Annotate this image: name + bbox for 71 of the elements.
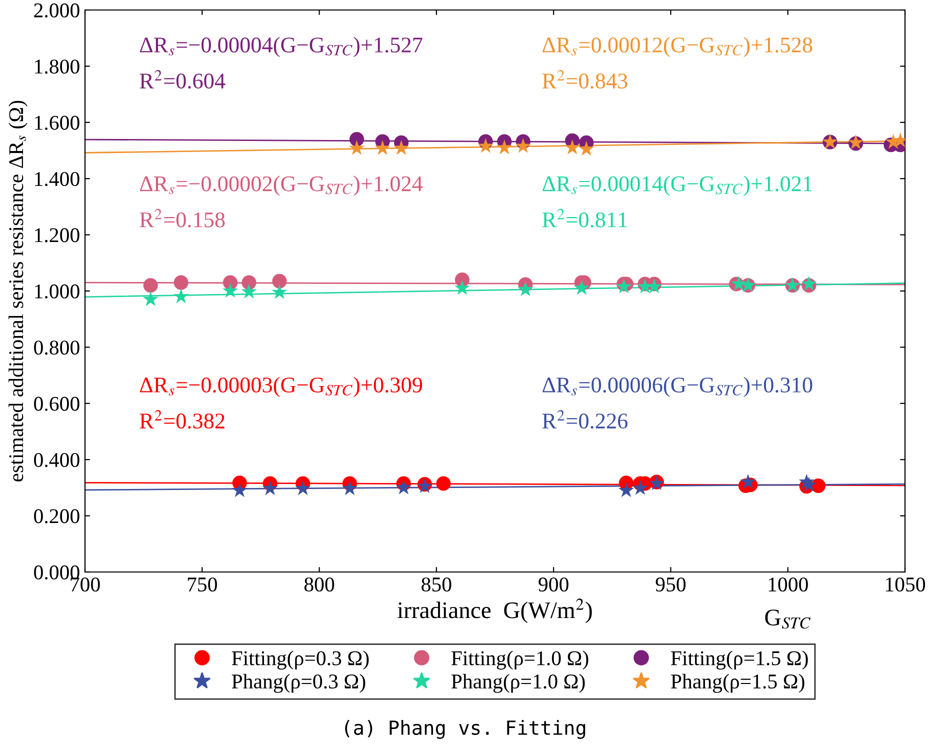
point: [578, 140, 594, 156]
point: [564, 139, 580, 154]
legend-label: Phang(ρ=0.3 Ω): [232, 674, 366, 693]
point: [396, 479, 412, 494]
point: [518, 281, 534, 296]
point: [454, 280, 470, 295]
annotation: ΔR$_{s}$=0.00012(G−G$_{STC}$)+1.528: [542, 36, 812, 58]
point: [342, 480, 358, 496]
annotation: R$^{2}$=0.604: [140, 70, 226, 89]
text: G$_{STC}$: [765, 610, 811, 629]
y-tick-label: 1.800: [35, 60, 80, 74]
point: [393, 140, 410, 155]
annotation: R$^{2}$=0.226: [542, 410, 628, 429]
x-tick-label: 1000: [768, 577, 808, 592]
point: [801, 476, 817, 492]
point: [348, 140, 365, 155]
y-tick-label: 0.200: [34, 509, 80, 524]
x-tick-label: 850: [422, 577, 452, 592]
x-tick-label: 950: [656, 577, 686, 592]
y-tick-label: 0.800: [34, 340, 80, 355]
x-tick-label: 750: [188, 577, 217, 592]
y-tick-label: 1.000: [35, 284, 80, 299]
point: [436, 476, 451, 491]
point: [272, 274, 287, 288]
point: [374, 140, 390, 155]
legend-label: Phang(ρ=1.5 Ω): [671, 674, 804, 693]
y-tick-label: 1.600: [35, 116, 80, 130]
legend-label: Phang(ρ=1.0 Ω): [451, 674, 585, 693]
point: [262, 480, 278, 496]
point: [174, 275, 188, 290]
legend-label: Fitting(ρ=1.5 Ω): [671, 650, 808, 670]
point: [272, 284, 288, 300]
annotation: R$^{2}$=0.843: [542, 70, 628, 89]
point: [574, 280, 590, 295]
y-tick-label: 2.000: [34, 3, 80, 18]
point: [740, 474, 756, 489]
x-tick-label: 900: [538, 577, 568, 592]
y-tick-label: 0.400: [34, 452, 80, 468]
x-tick-label: 800: [304, 577, 334, 592]
annotation: R$^{2}$=0.158: [140, 208, 225, 228]
legend-label: Fitting(ρ=1.0 Ω): [451, 650, 588, 670]
annotation: ΔR$_{s}$=0.00014(G−G$_{STC}$)+1.021: [542, 176, 812, 196]
x-axis-title: irradiance G(W/m$^{2}$): [398, 598, 592, 624]
annotation: ΔR$_{s}$=−0.00004(G−G$_{STC}$)+1.527: [140, 36, 422, 58]
x-tick-label: 700: [70, 577, 100, 592]
y-tick-label: 1.400: [35, 172, 80, 186]
point: [295, 480, 311, 496]
legend-label: Fitting(ρ=0.3 Ω): [232, 650, 369, 670]
annotation: R$^{2}$=0.382: [140, 410, 224, 429]
y-tick-label: 0.000: [34, 565, 80, 580]
point: [222, 282, 238, 298]
x-tick-label: 1050: [886, 577, 926, 592]
annotation: ΔR$_{s}$=0.00006(G−G$_{STC}$)+0.310: [542, 376, 812, 398]
point: [618, 482, 634, 498]
annotation: ΔR$_{s}$=−0.00002(G−G$_{STC}$)+1.024: [140, 176, 423, 196]
annotation: ΔR$_{s}$=−0.00003(G−G$_{STC}$)+0.309: [140, 376, 422, 398]
point: [241, 284, 257, 298]
y-axis-title: estimated additional series resistance ΔR$_{s}$ (Ω): [8, 100, 28, 482]
text: (a) Phang vs. Fitting: [345, 720, 586, 739]
annotation: R$^{2}$=0.811: [542, 208, 627, 228]
point: [632, 480, 648, 495]
point: [232, 482, 248, 498]
point: [242, 275, 256, 290]
y-tick-label: 1.200: [35, 228, 80, 242]
point: [142, 291, 158, 306]
point: [515, 138, 531, 153]
point: [478, 138, 494, 153]
point: [173, 288, 189, 304]
y-tick-label: 0.600: [34, 396, 80, 411]
point: [143, 278, 158, 293]
point: [496, 139, 512, 154]
